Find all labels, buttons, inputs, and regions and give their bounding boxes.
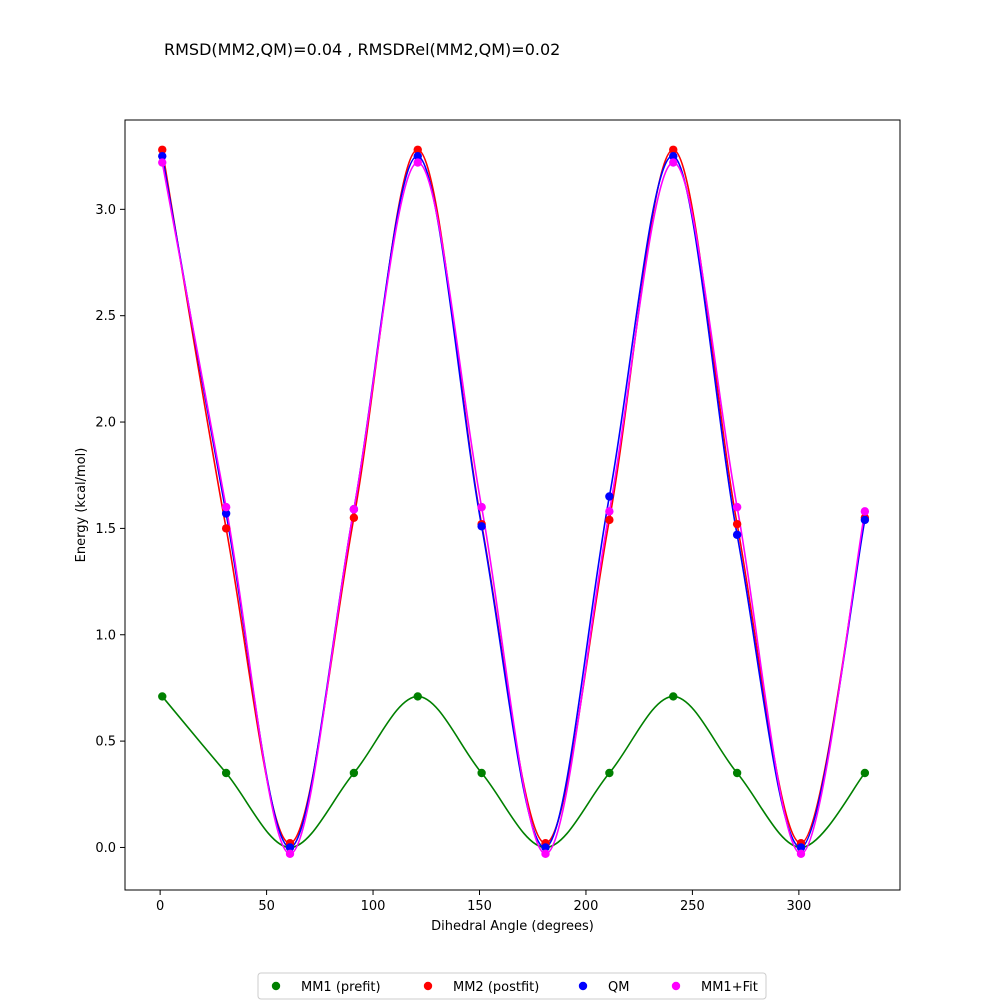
y-axis-label: Energy (kcal/mol) xyxy=(74,448,89,563)
data-point-mm1-prefit xyxy=(605,768,614,778)
plot-frame xyxy=(124,119,901,891)
x-tick-label: 50 xyxy=(258,899,275,914)
data-point-mm1-fit xyxy=(285,849,295,859)
y-tick-label: 0.5 xyxy=(95,735,116,750)
data-point-qm xyxy=(860,515,870,525)
data-point-qm xyxy=(541,843,550,852)
data-point-mm1-fit xyxy=(605,507,614,516)
x-tick-label: 250 xyxy=(680,899,705,914)
data-point-qm xyxy=(732,530,742,539)
data-point-qm xyxy=(605,492,614,501)
y-tick-label: 0.0 xyxy=(95,841,116,856)
legend-marker-mm2-postfit xyxy=(423,981,433,991)
data-point-qm xyxy=(669,151,678,161)
data-point-mm1-fit xyxy=(158,158,167,167)
y-tick-label: 2.0 xyxy=(95,416,116,431)
data-point-mm1-fit xyxy=(477,502,486,512)
plot-area xyxy=(158,145,870,859)
legend-label: MM1 (prefit) xyxy=(301,980,381,995)
data-point-mm2-postfit xyxy=(669,145,678,154)
data-point-mm2-postfit xyxy=(732,519,742,529)
data-point-qm xyxy=(285,843,295,852)
data-point-mm1-fit xyxy=(796,849,806,859)
legend-label: QM xyxy=(608,980,629,995)
y-tick-label: 3.0 xyxy=(95,203,116,218)
x-axis: 0 50 100 150 200 250 300 xyxy=(156,890,811,914)
data-point-mm1-prefit xyxy=(669,692,678,701)
data-point-mm1-fit xyxy=(541,849,550,859)
x-tick-label: 0 xyxy=(156,899,164,914)
legend-label: MM2 (postfit) xyxy=(453,980,539,995)
x-axis-label: Dihedral Angle (degrees) xyxy=(431,919,594,934)
legend-frame xyxy=(257,972,767,1000)
data-point-mm1-fit xyxy=(413,158,422,167)
y-tick-label: 2.5 xyxy=(95,309,116,324)
legend-label: MM1+Fit xyxy=(701,980,758,995)
data-point-mm2-postfit xyxy=(158,145,167,154)
chart-title: RMSD(MM2,QM)=0.04 , RMSDRel(MM2,QM)=0.02 xyxy=(164,40,560,59)
data-point-mm1-prefit xyxy=(158,692,167,701)
series-line-mm1-fit xyxy=(161,161,866,855)
y-axis: 0.0 0.5 1.0 1.5 2.0 2.5 3.0 xyxy=(95,203,125,856)
data-point-mm2-postfit xyxy=(349,513,359,522)
data-point-qm xyxy=(221,509,231,518)
data-point-mm1-prefit xyxy=(221,768,231,778)
data-point-mm1-fit xyxy=(860,507,870,516)
legend-marker-mm1-fit xyxy=(671,981,681,991)
data-point-mm1-fit xyxy=(221,502,231,512)
data-point-qm xyxy=(158,151,167,161)
data-point-mm1-prefit xyxy=(413,692,422,701)
data-point-mm1-prefit xyxy=(732,768,742,778)
data-point-mm1-prefit xyxy=(477,768,486,778)
legend: MM1 (prefit) MM2 (postfit) QM MM1+Fit xyxy=(257,972,767,1000)
data-point-qm xyxy=(796,843,806,852)
data-point-mm2-postfit xyxy=(605,515,614,525)
data-point-mm1-fit xyxy=(732,502,742,512)
y-tick-label: 1.0 xyxy=(95,628,116,643)
x-tick-label: 200 xyxy=(574,899,599,914)
data-point-mm1-prefit xyxy=(349,768,359,778)
x-tick-label: 300 xyxy=(786,899,811,914)
x-tick-label: 150 xyxy=(467,899,492,914)
y-tick-label: 1.5 xyxy=(95,522,116,537)
legend-marker-qm xyxy=(578,981,588,991)
data-point-mm1-prefit xyxy=(860,768,870,778)
data-point-qm xyxy=(413,151,422,161)
x-tick-label: 100 xyxy=(361,899,386,914)
data-point-qm xyxy=(477,522,486,531)
data-point-mm2-postfit xyxy=(413,145,422,154)
data-point-mm1-fit xyxy=(349,505,359,514)
data-point-mm2-postfit xyxy=(221,524,231,533)
legend-marker-mm1-prefit xyxy=(271,981,281,991)
data-point-mm1-fit xyxy=(669,158,678,167)
series-line-qm xyxy=(161,155,866,849)
